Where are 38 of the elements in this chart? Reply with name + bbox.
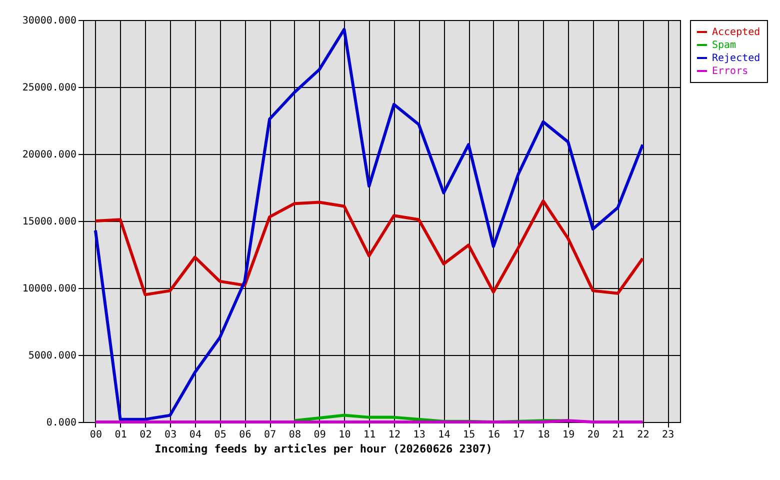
- x-tick-label: 16: [488, 430, 500, 440]
- line-series: [94, 199, 644, 296]
- x-axis-title: Incoming feeds by articles per hour (20260626 2307): [154, 442, 492, 456]
- y-tick-label: 15000.000: [22, 216, 76, 228]
- x-tick-label: 02: [140, 430, 152, 440]
- x-tick-label: 03: [164, 430, 177, 440]
- x-tick-label: 06: [239, 430, 252, 440]
- legend-label: Spam: [712, 40, 736, 51]
- x-tick-label: 10: [338, 430, 351, 440]
- y-tick-label: 20000.000: [22, 150, 76, 160]
- y-tick-label: 5000.000: [28, 350, 76, 362]
- x-tick-label: 18: [538, 430, 550, 440]
- x-tick-label: 22: [637, 430, 650, 440]
- legend-label: Accepted: [712, 27, 760, 38]
- x-tick-label: 04: [189, 430, 202, 440]
- x-tick-label: 05: [214, 430, 226, 440]
- x-tick-label: 07: [264, 430, 276, 440]
- y-tick-label: 30000.000: [22, 16, 76, 26]
- legend-label: Rejected: [712, 53, 760, 64]
- x-tick-label: 14: [438, 430, 450, 440]
- x-tick-label: 20: [587, 430, 600, 440]
- x-tick-label: 00: [90, 430, 102, 440]
- x-tick-label: 19: [562, 430, 575, 440]
- legend-label: Errors: [712, 66, 748, 77]
- x-tick-label: 15: [463, 430, 476, 440]
- x-tick-label: 08: [288, 430, 301, 440]
- x-tick-label: 21: [612, 430, 624, 440]
- x-tick-label: 01: [114, 430, 127, 440]
- y-tick-label: 10000.000: [22, 284, 76, 294]
- line-series: [94, 28, 644, 421]
- x-tick-label: 17: [512, 430, 525, 440]
- x-tick-label: 23: [662, 430, 674, 440]
- y-tick-label: 0.000: [46, 418, 76, 428]
- y-tick-label: 25000.000: [22, 82, 76, 94]
- x-tick-label: 11: [364, 430, 376, 440]
- x-tick-label: 12: [388, 430, 400, 440]
- x-tick-label: 13: [413, 430, 426, 440]
- x-tick-label: 09: [314, 430, 326, 440]
